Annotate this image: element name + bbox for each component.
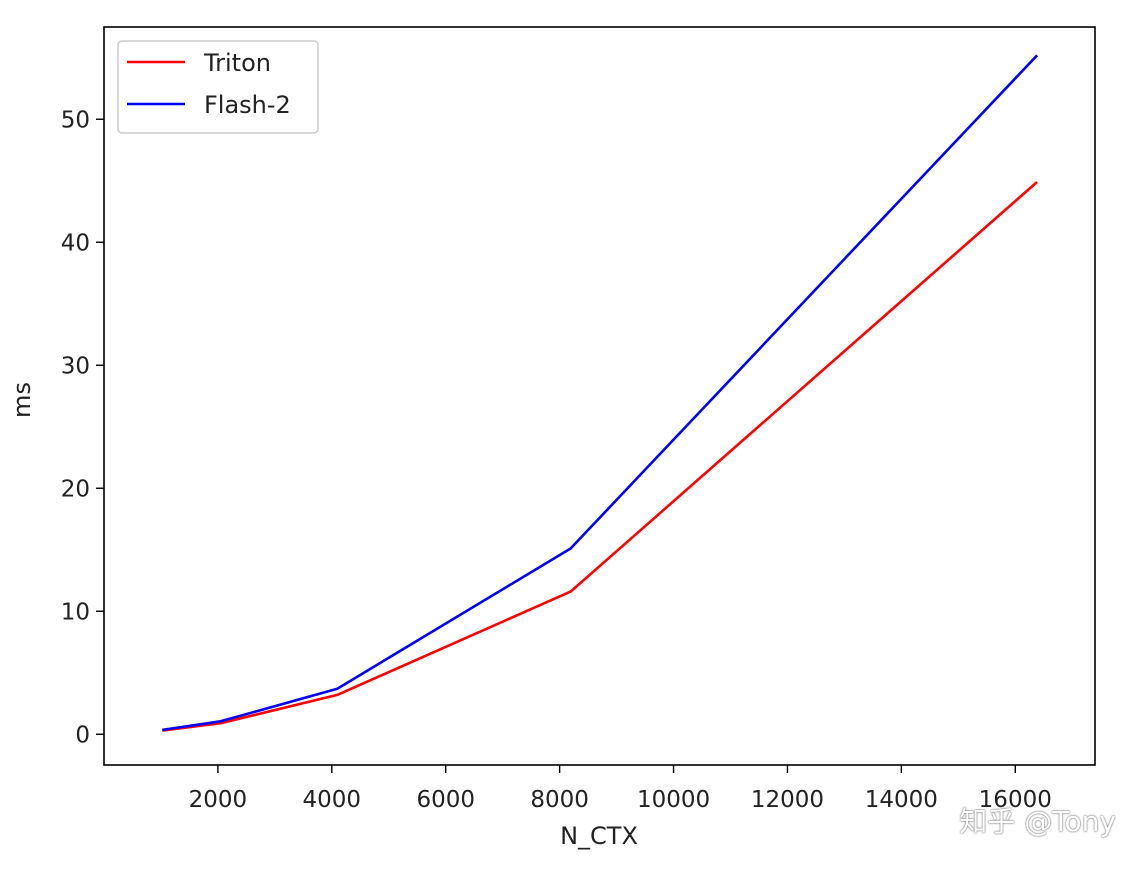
x-tick-label: 2000 (189, 787, 248, 813)
legend-label-flash-2: Flash-2 (204, 91, 291, 119)
series-line-flash-2 (162, 54, 1039, 732)
y-tick-label: 40 (61, 230, 90, 256)
x-tick-label: 4000 (303, 787, 362, 813)
x-tick-label: 10000 (637, 787, 710, 813)
y-axis: 0 10 20 30 40 50 (61, 107, 104, 748)
x-axis: 2000 4000 6000 8000 10000 12000 14000 16000 (189, 765, 1052, 813)
legend-label-triton: Triton (203, 49, 271, 77)
x-axis-title: N_CTX (560, 822, 638, 850)
x-tick-label: 8000 (530, 787, 589, 813)
plot-frame (103, 26, 1096, 766)
x-tick-label: 14000 (865, 787, 938, 813)
y-tick-label: 30 (61, 353, 90, 379)
series-lines (162, 54, 1039, 732)
x-tick-label: 6000 (416, 787, 475, 813)
y-tick-label: 0 (75, 722, 90, 748)
legend: Triton Flash-2 (117, 40, 319, 134)
legend-box (117, 40, 319, 134)
watermark: 知乎 @Tony (959, 805, 1116, 838)
y-axis-title: ms (8, 382, 36, 418)
x-tick-label: 12000 (751, 787, 824, 813)
y-tick-label: 10 (61, 599, 90, 625)
y-tick-label: 20 (61, 476, 90, 502)
y-tick-label: 50 (61, 107, 90, 133)
series-line-triton (162, 181, 1038, 732)
x-tick-label: 16000 (979, 787, 1052, 813)
